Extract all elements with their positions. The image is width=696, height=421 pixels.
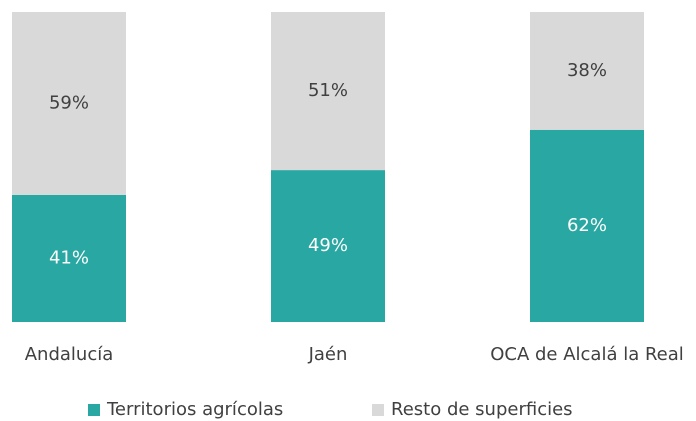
x-tick-label: Andalucía — [25, 344, 114, 365]
legend-label: Territorios agrícolas — [106, 399, 283, 420]
bar-segment — [271, 12, 385, 171]
bar-segment — [271, 170, 385, 322]
data-label: 41% — [49, 247, 89, 268]
bar-segment — [12, 12, 126, 195]
legend-swatch — [88, 404, 100, 416]
data-label: 62% — [567, 215, 607, 236]
data-label: 59% — [49, 92, 89, 113]
bar-segment — [12, 194, 126, 322]
data-label: 38% — [567, 60, 607, 81]
x-tick-label: OCA de Alcalá la Real — [490, 344, 684, 365]
x-tick-label: Jaén — [308, 344, 348, 365]
bar-segment — [530, 129, 644, 322]
bar-segment — [530, 12, 644, 130]
data-label: 49% — [308, 235, 348, 256]
legend-label: Resto de superficies — [391, 399, 573, 420]
data-label: 51% — [308, 80, 348, 101]
legend-swatch — [372, 404, 384, 416]
